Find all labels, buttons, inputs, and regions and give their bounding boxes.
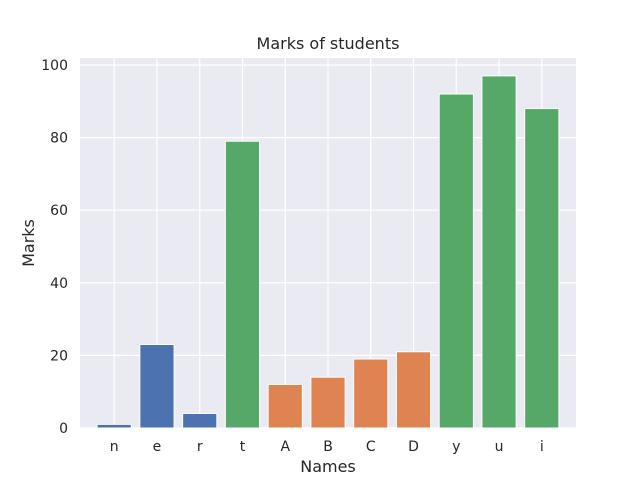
bar-n xyxy=(96,423,132,429)
x-tick-label: e xyxy=(153,439,162,455)
x-tick-label: r xyxy=(197,439,203,455)
bar-B xyxy=(310,376,346,429)
bar-t xyxy=(224,140,261,429)
bar-D xyxy=(395,351,432,429)
chart-title: Marks of students xyxy=(257,34,400,53)
x-tick-label: B xyxy=(323,439,333,455)
x-axis-label: Names xyxy=(300,457,356,476)
y-tick-label: 40 xyxy=(50,276,68,292)
y-tick-label: 80 xyxy=(50,131,68,147)
x-tick-label: D xyxy=(408,439,419,455)
y-tick-labels: 0 20 40 60 80 100 xyxy=(41,58,68,437)
bar-r xyxy=(182,412,218,429)
y-tick-label: 60 xyxy=(50,203,68,219)
bars xyxy=(96,75,560,429)
bar-A xyxy=(267,383,303,429)
x-tick-label: n xyxy=(110,439,119,455)
bar-C xyxy=(353,358,389,429)
x-tick-label: C xyxy=(366,439,376,455)
x-tick-label: t xyxy=(240,439,246,455)
y-tick-label: 0 xyxy=(59,421,68,437)
y-axis-label: Marks xyxy=(19,219,38,267)
x-tick-label: A xyxy=(280,439,290,455)
bar-e xyxy=(139,344,175,429)
x-tick-label: y xyxy=(452,439,460,455)
bar-i xyxy=(524,108,560,429)
x-tick-label: u xyxy=(495,439,504,455)
bar-u xyxy=(481,75,517,429)
y-tick-label: 20 xyxy=(50,348,68,364)
y-tick-label: 100 xyxy=(41,58,68,74)
bar-y xyxy=(438,93,474,429)
x-tick-label: i xyxy=(540,439,544,455)
